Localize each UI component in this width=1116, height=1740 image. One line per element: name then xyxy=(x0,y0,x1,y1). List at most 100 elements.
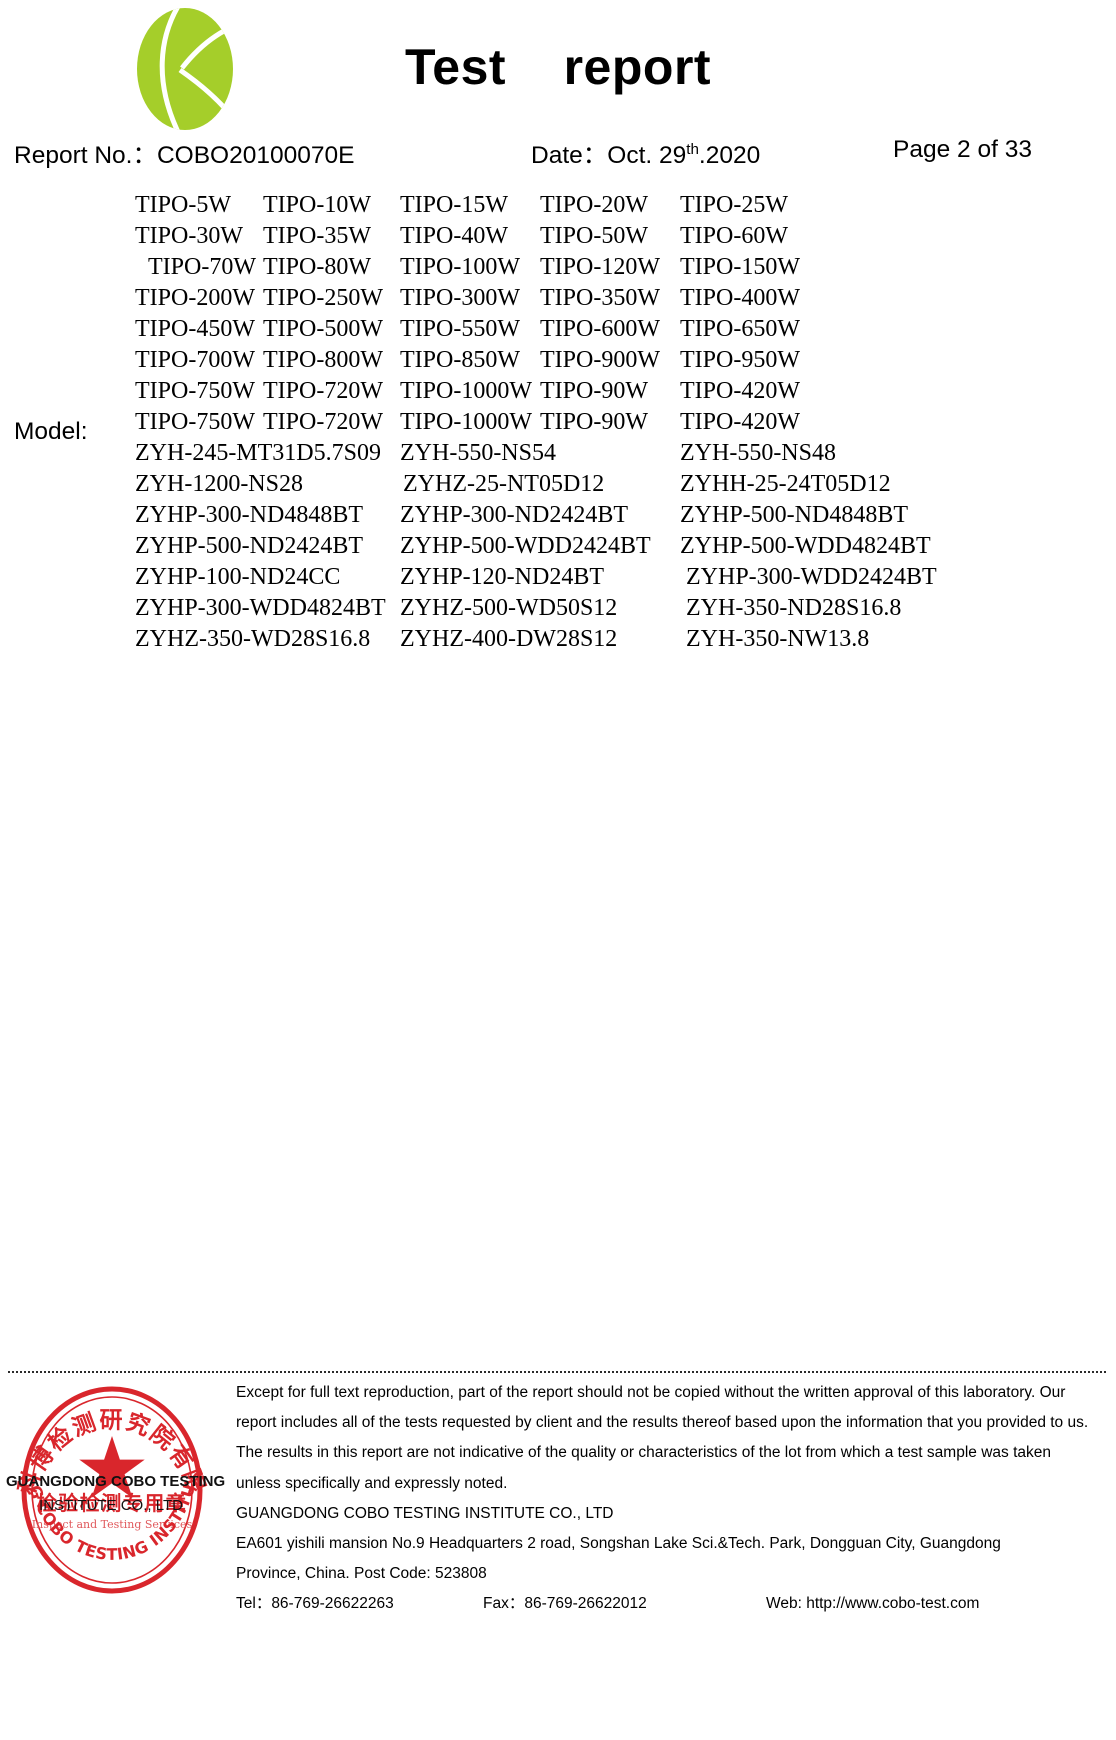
model-row: ZYH-1200-NS28 ZYHZ-25-NT05D12 ZYHH-25-24… xyxy=(0,469,1116,500)
svg-text:Inspect and Testing Services: Inspect and Testing Services xyxy=(32,1518,193,1531)
report-number-label: Report No.： xyxy=(14,142,157,169)
report-meta-row: Report No.：COBO20100070E Date：Oct. 29th.… xyxy=(0,136,1116,170)
model-item: TIPO-35W xyxy=(263,223,371,249)
report-date-ordinal-suffix: th xyxy=(686,140,699,158)
model-item: TIPO-1000W xyxy=(400,409,532,435)
company-address-line: EA601 yishili mansion No.9 Headquarters … xyxy=(236,1535,1001,1553)
model-item: TIPO-650W xyxy=(680,316,800,342)
model-item: TIPO-700W xyxy=(135,347,255,373)
model-row: TIPO-70W TIPO-80W TIPO-100W TIPO-120W TI… xyxy=(0,252,1116,283)
model-item: TIPO-350W xyxy=(540,285,660,311)
model-item: TIPO-120W xyxy=(540,254,660,280)
model-row: TIPO-700W TIPO-800W TIPO-850W TIPO-900W … xyxy=(0,345,1116,376)
model-row: TIPO-30W TIPO-35W TIPO-40W TIPO-50W TIPO… xyxy=(0,221,1116,252)
model-item: TIPO-5W xyxy=(135,192,231,218)
model-item: TIPO-750W xyxy=(135,378,255,404)
model-row: ZYH-245-MT31D5.7S09 ZYH-550-NS54 ZYH-550… xyxy=(0,438,1116,469)
model-row: TIPO-200W TIPO-250W TIPO-300W TIPO-350W … xyxy=(0,283,1116,314)
model-item: ZYHP-300-WDD4824BT xyxy=(135,595,386,621)
model-item: TIPO-900W xyxy=(540,347,660,373)
disclaimer-line: unless specifically and expressly noted. xyxy=(236,1474,508,1492)
svg-text:检验检测专用章: 检验检测专用章 xyxy=(37,1491,188,1515)
model-item: TIPO-950W xyxy=(680,347,800,373)
model-item: TIPO-800W xyxy=(263,347,383,373)
model-item: TIPO-720W xyxy=(263,378,383,404)
model-item: TIPO-300W xyxy=(400,285,520,311)
model-item: ZYH-245-MT31D5.7S09 xyxy=(135,440,381,466)
model-item: ZYHP-500-ND4848BT xyxy=(680,502,908,528)
company-address-line: Province, China. Post Code: 523808 xyxy=(236,1565,487,1583)
model-item: TIPO-20W xyxy=(540,192,648,218)
model-item: TIPO-25W xyxy=(680,192,788,218)
model-item: ZYHH-25-24T05D12 xyxy=(680,471,891,497)
model-item: ZYHP-300-WDD2424BT xyxy=(686,564,937,590)
model-item: ZYHP-300-ND4848BT xyxy=(135,502,363,528)
model-item: TIPO-200W xyxy=(135,285,255,311)
model-label: Model: xyxy=(14,418,88,445)
model-item: TIPO-15W xyxy=(400,192,508,218)
model-item: TIPO-70W xyxy=(148,254,256,280)
model-item: TIPO-850W xyxy=(400,347,520,373)
model-item: ZYHZ-25-NT05D12 xyxy=(403,471,605,497)
report-date-year: .2020 xyxy=(698,142,761,169)
disclaimer-line: report includes all of the tests request… xyxy=(236,1414,1089,1432)
official-red-seal-icon: 广东科博检测研究院有限公司 检验检测专用章 Inspect and Testin… xyxy=(0,1361,216,1596)
report-date: Date：Oct. 29th.2020 xyxy=(531,136,760,171)
page-title: Test report xyxy=(404,39,712,95)
model-row: TIPO-750W TIPO-720W TIPO-1000W TIPO-90W … xyxy=(0,376,1116,407)
report-number-value: COBO20100070E xyxy=(156,142,355,169)
model-item: ZYH-550-NS54 xyxy=(400,440,556,466)
model-item: TIPO-30W xyxy=(135,223,243,249)
seal-overlay-company-line-1: GUANGDONG COBO TESTING xyxy=(6,1473,226,1490)
model-row: ZYHZ-350-WD28S16.8 ZYHZ-400-DW28S12 ZYH-… xyxy=(0,624,1116,655)
model-item: TIPO-90W xyxy=(540,378,648,404)
model-item: TIPO-420W xyxy=(680,409,800,435)
model-item: TIPO-450W xyxy=(135,316,255,342)
footer-block: Except for full text reproduction, part … xyxy=(236,1378,1098,1620)
model-item: TIPO-250W xyxy=(263,285,383,311)
disclaimer-line: The results in this report are not indic… xyxy=(236,1444,1051,1462)
model-row: TIPO-750W TIPO-720W TIPO-1000W TIPO-90W … xyxy=(0,407,1116,438)
telephone: Tel：86-769-26622263 xyxy=(236,1595,394,1613)
model-item: TIPO-750W xyxy=(135,409,255,435)
model-item: ZYHZ-500-WD50S12 xyxy=(400,595,618,621)
model-item: ZYHP-100-ND24CC xyxy=(135,564,341,590)
model-item: ZYH-350-NW13.8 xyxy=(686,626,870,652)
report-date-value: Oct. 29 xyxy=(607,142,687,169)
model-item: ZYH-350-ND28S16.8 xyxy=(686,595,902,621)
website-link[interactable]: Web: http://www.cobo-test.com xyxy=(766,1595,980,1613)
model-item: TIPO-10W xyxy=(263,192,371,218)
seal-overlay-company-line-2: INSTITUTE CO., LTD xyxy=(39,1497,183,1514)
model-item: TIPO-80W xyxy=(263,254,371,280)
model-row: ZYHP-500-ND2424BT ZYHP-500-WDD2424BT ZYH… xyxy=(0,531,1116,562)
model-item: ZYH-1200-NS28 xyxy=(135,471,303,497)
footer-divider xyxy=(8,1371,1106,1373)
model-item: TIPO-420W xyxy=(680,378,800,404)
model-list: TIPO-5W TIPO-10W TIPO-15W TIPO-20W TIPO-… xyxy=(0,190,1116,655)
model-item: TIPO-1000W xyxy=(400,378,532,404)
report-number: Report No.：COBO20100070E xyxy=(14,136,354,171)
model-item: TIPO-40W xyxy=(400,223,508,249)
model-row: ZYHP-100-ND24CC ZYHP-120-ND24BT ZYHP-300… xyxy=(0,562,1116,593)
model-item: TIPO-150W xyxy=(680,254,800,280)
model-item: TIPO-90W xyxy=(540,409,648,435)
model-row: ZYHP-300-ND4848BT ZYHP-300-ND2424BT ZYHP… xyxy=(0,500,1116,531)
model-item: TIPO-50W xyxy=(540,223,648,249)
disclaimer-line: Except for full text reproduction, part … xyxy=(236,1384,1066,1401)
model-row: TIPO-5W TIPO-10W TIPO-15W TIPO-20W TIPO-… xyxy=(0,190,1116,221)
model-row: ZYHP-300-WDD4824BT ZYHZ-500-WD50S12 ZYH-… xyxy=(0,593,1116,624)
model-item: TIPO-500W xyxy=(263,316,383,342)
report-date-label: Date： xyxy=(531,142,608,169)
model-item: TIPO-60W xyxy=(680,223,788,249)
model-item: ZYH-550-NS48 xyxy=(680,440,836,466)
model-item: ZYHP-120-ND24BT xyxy=(400,564,604,590)
model-item: TIPO-600W xyxy=(540,316,660,342)
model-row: TIPO-450W TIPO-500W TIPO-550W TIPO-600W … xyxy=(0,314,1116,345)
model-item: TIPO-400W xyxy=(680,285,800,311)
model-item: ZYHP-500-WDD2424BT xyxy=(400,533,651,559)
model-item: ZYHP-300-ND2424BT xyxy=(400,502,628,528)
cobo-leaf-logo-icon xyxy=(124,6,246,132)
fax-number: Fax：86-769-26622012 xyxy=(483,1595,647,1613)
model-item: ZYHP-500-WDD4824BT xyxy=(680,533,931,559)
contact-row: Tel：86-769-26622263 Fax：86-769-26622012 … xyxy=(236,1589,1098,1619)
